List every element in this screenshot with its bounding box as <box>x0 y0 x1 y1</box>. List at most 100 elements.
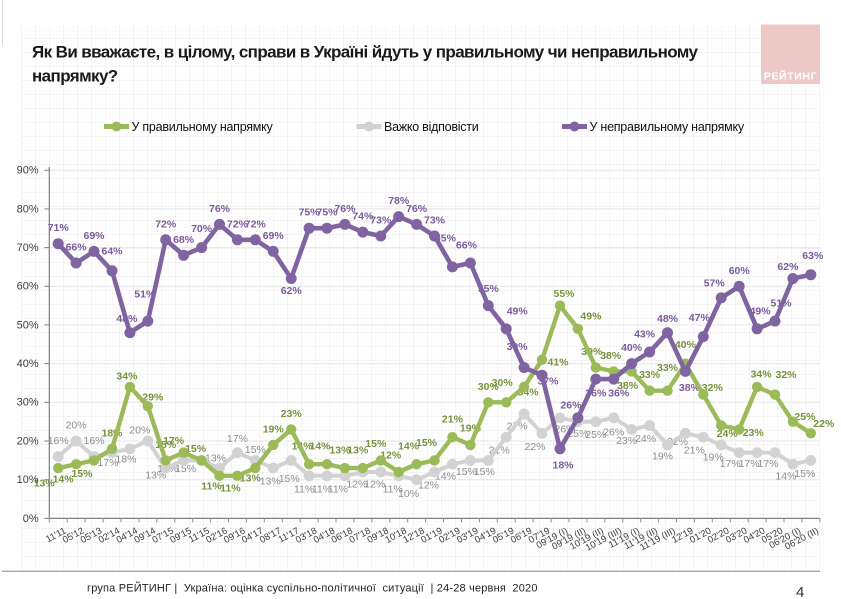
svg-text:38%: 38% <box>617 380 639 392</box>
svg-text:11%: 11% <box>328 483 348 495</box>
svg-text:11%: 11% <box>383 483 403 495</box>
svg-text:21%: 21% <box>684 445 705 457</box>
svg-text:47%: 47% <box>689 312 711 324</box>
svg-text:10%: 10% <box>398 488 419 500</box>
svg-text:15%: 15% <box>71 468 93 480</box>
svg-text:25%: 25% <box>794 411 816 423</box>
svg-text:43%: 43% <box>634 329 656 341</box>
svg-text:15%: 15% <box>279 473 300 485</box>
svg-text:23%: 23% <box>281 408 303 420</box>
svg-text:60%: 60% <box>17 281 39 293</box>
svg-text:48%: 48% <box>657 313 679 325</box>
svg-text:90%: 90% <box>17 165 39 177</box>
svg-text:29%: 29% <box>142 392 164 404</box>
svg-text:73%: 73% <box>424 215 446 227</box>
svg-text:17%: 17% <box>739 458 760 470</box>
svg-text:15%: 15% <box>474 466 495 478</box>
svg-text:62%: 62% <box>281 285 303 297</box>
svg-text:34%: 34% <box>116 370 138 382</box>
svg-text:19%: 19% <box>703 451 724 463</box>
svg-text:32%: 32% <box>702 382 724 394</box>
svg-text:69%: 69% <box>263 230 285 242</box>
svg-text:11%: 11% <box>201 480 222 492</box>
svg-text:38%: 38% <box>600 350 622 362</box>
svg-text:72%: 72% <box>245 218 267 230</box>
svg-text:20%: 20% <box>129 425 150 437</box>
svg-text:26%: 26% <box>560 399 582 411</box>
svg-text:76%: 76% <box>209 203 231 215</box>
svg-text:13%: 13% <box>34 478 56 490</box>
svg-text:14%: 14% <box>309 441 331 453</box>
svg-text:36%: 36% <box>608 388 630 400</box>
svg-text:13%: 13% <box>347 445 369 457</box>
svg-text:РЕЙТИНГ: РЕЙТИНГ <box>764 70 817 83</box>
svg-text:23%: 23% <box>743 427 765 439</box>
svg-text:12%: 12% <box>346 479 367 491</box>
svg-text:У неправильному напрямку: У неправильному напрямку <box>590 120 745 134</box>
svg-text:33%: 33% <box>657 362 679 374</box>
svg-text:75%: 75% <box>316 207 338 219</box>
svg-text:40%: 40% <box>17 358 39 370</box>
svg-text:76%: 76% <box>406 203 428 215</box>
svg-text:19%: 19% <box>652 450 673 462</box>
svg-text:71%: 71% <box>48 222 70 234</box>
svg-text:24%: 24% <box>717 428 739 440</box>
svg-text:Важко відповісти: Важко відповісти <box>384 120 479 134</box>
svg-text:17%: 17% <box>163 435 185 447</box>
svg-text:74%: 74% <box>352 211 374 223</box>
svg-text:66%: 66% <box>66 242 88 254</box>
svg-text:57%: 57% <box>704 277 726 289</box>
svg-text:У правильному напрямку: У правильному напрямку <box>132 120 274 134</box>
svg-text:49%: 49% <box>507 305 529 317</box>
svg-text:13%: 13% <box>240 473 262 485</box>
svg-text:16%: 16% <box>83 435 104 447</box>
svg-text:33%: 33% <box>639 369 661 381</box>
svg-text:80%: 80% <box>17 203 39 215</box>
svg-text:15%: 15% <box>365 438 387 450</box>
svg-text:21%: 21% <box>442 414 464 426</box>
svg-text:17%: 17% <box>720 458 741 470</box>
svg-text:4: 4 <box>796 584 804 599</box>
svg-text:15%: 15% <box>794 468 815 480</box>
svg-text:70%: 70% <box>191 223 213 235</box>
svg-text:63%: 63% <box>802 250 824 262</box>
svg-text:73%: 73% <box>370 215 392 227</box>
svg-text:20%: 20% <box>17 435 39 447</box>
svg-text:49%: 49% <box>580 310 602 322</box>
svg-text:13%: 13% <box>260 476 281 488</box>
svg-text:40%: 40% <box>675 339 697 351</box>
svg-text:72%: 72% <box>227 218 249 230</box>
svg-text:0%: 0% <box>23 513 39 525</box>
svg-text:75%: 75% <box>299 207 321 219</box>
svg-text:15%: 15% <box>175 463 196 475</box>
svg-text:22%: 22% <box>813 418 835 430</box>
svg-text:41%: 41% <box>547 356 569 368</box>
svg-text:15%: 15% <box>416 437 438 449</box>
svg-text:26%: 26% <box>603 426 624 438</box>
svg-text:14%: 14% <box>53 474 75 486</box>
svg-text:72%: 72% <box>155 218 177 230</box>
svg-text:15%: 15% <box>456 466 477 478</box>
svg-text:14%: 14% <box>775 471 796 483</box>
svg-text:14%: 14% <box>435 471 456 483</box>
svg-text:напрямку?: напрямку? <box>32 67 118 86</box>
svg-text:13%: 13% <box>205 453 226 465</box>
svg-text:13%: 13% <box>329 445 351 457</box>
svg-text:11%: 11% <box>220 482 241 494</box>
svg-text:14%: 14% <box>398 441 420 453</box>
svg-text:69%: 69% <box>83 230 105 242</box>
svg-text:34%: 34% <box>751 368 773 380</box>
svg-text:18%: 18% <box>552 459 574 471</box>
svg-text:60%: 60% <box>729 265 751 277</box>
svg-text:50%: 50% <box>17 319 39 331</box>
svg-text:40%: 40% <box>621 342 643 354</box>
svg-text:65%: 65% <box>435 232 457 244</box>
svg-text:55%: 55% <box>553 288 575 300</box>
svg-text:78%: 78% <box>388 195 410 207</box>
svg-text:30%: 30% <box>17 397 39 409</box>
svg-text:68%: 68% <box>173 234 195 246</box>
svg-text:23%: 23% <box>616 435 637 447</box>
svg-text:25%: 25% <box>585 429 606 441</box>
svg-text:Як Ви вважаєте, в цілому, спра: Як Ви вважаєте, в цілому, справи в Украї… <box>32 43 699 62</box>
svg-text:15%: 15% <box>245 444 266 456</box>
